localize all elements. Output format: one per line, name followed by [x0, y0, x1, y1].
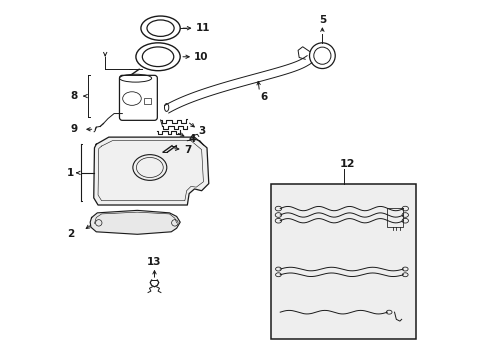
Text: 7: 7: [183, 145, 191, 155]
Text: 1: 1: [67, 168, 74, 178]
Text: 9: 9: [70, 124, 78, 134]
Polygon shape: [90, 210, 180, 234]
Text: 6: 6: [260, 92, 267, 102]
Text: 8: 8: [70, 91, 78, 101]
Bar: [386, 207, 403, 227]
Polygon shape: [94, 137, 208, 205]
Bar: [144, 98, 151, 104]
Text: 10: 10: [194, 52, 208, 62]
Text: 2: 2: [67, 229, 74, 239]
Text: 4: 4: [188, 134, 195, 144]
Bar: [271, 184, 415, 339]
Text: 13: 13: [147, 257, 162, 267]
Text: 3: 3: [198, 126, 205, 136]
Text: 11: 11: [195, 23, 210, 33]
Text: 12: 12: [339, 159, 354, 169]
Text: 5: 5: [318, 15, 325, 25]
